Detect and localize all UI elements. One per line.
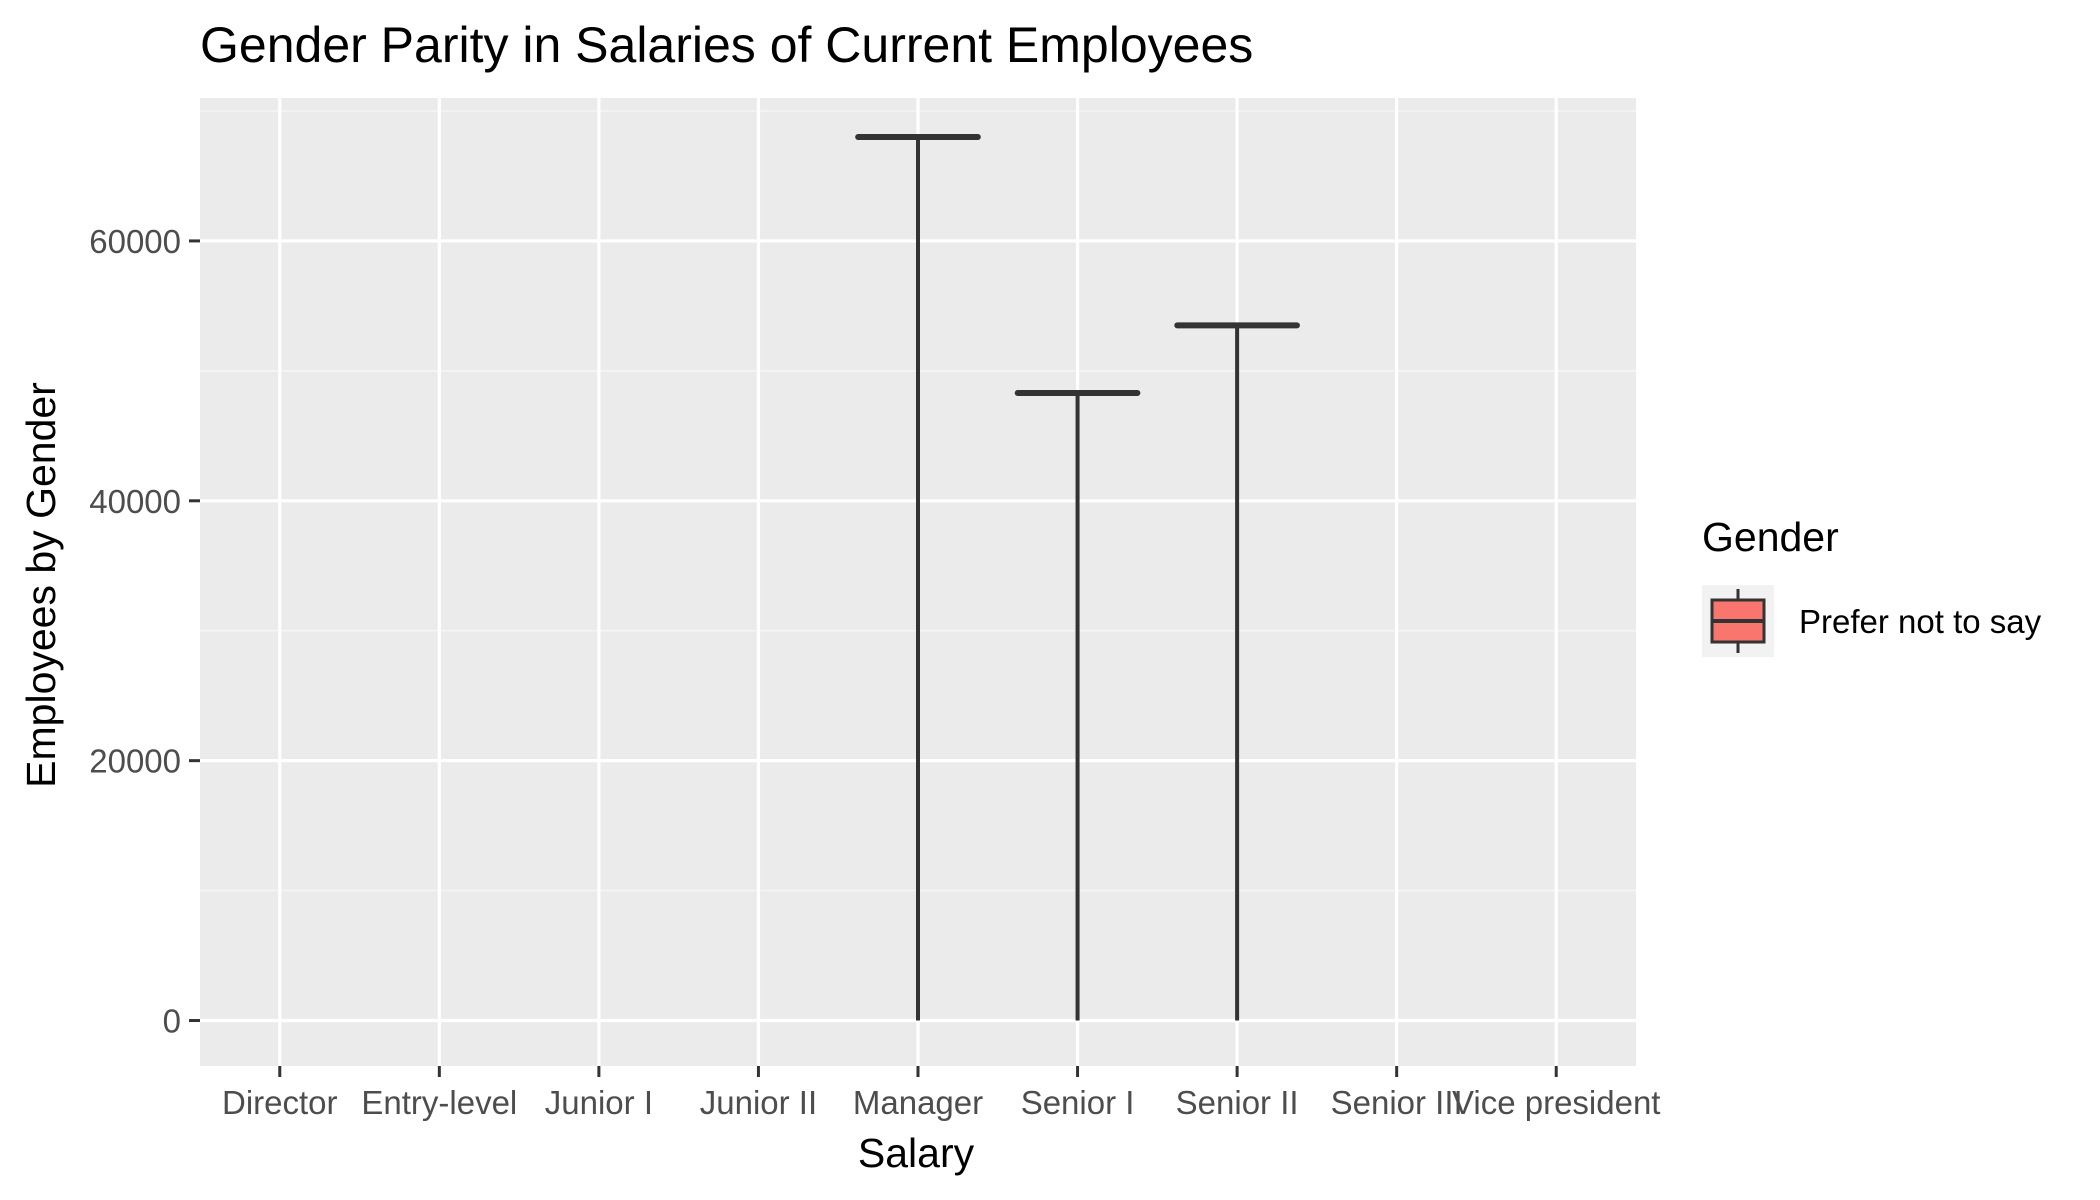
legend-entries: Prefer not to say (1702, 585, 2042, 657)
x-tick-label: Junior I (545, 1084, 653, 1121)
x-tick-label: Director (222, 1084, 338, 1121)
x-tick-label: Senior II (1176, 1084, 1299, 1121)
y-tick-label: 60000 (89, 223, 181, 260)
box-senior-ii (1174, 322, 1300, 1021)
box-senior-i (1014, 389, 1141, 1021)
plot-area (200, 98, 1636, 1066)
legend-entry: Prefer not to say (1702, 585, 2042, 657)
y-axis: 0 20000 40000 60000 (89, 223, 200, 1040)
y-tick-label: 0 (163, 1003, 181, 1040)
x-tick-label: Senior I (1021, 1084, 1135, 1121)
y-axis-title: Employees by Gender (18, 382, 64, 788)
x-tick-label: Senior III (1331, 1084, 1463, 1121)
x-tick-label: Manager (853, 1084, 983, 1121)
legend-label: Prefer not to say (1799, 603, 2042, 640)
box-manager (855, 133, 981, 1021)
y-tick-label: 20000 (89, 743, 181, 780)
y-tick-label: 40000 (89, 483, 181, 520)
legend-title: Gender (1702, 514, 1839, 560)
x-axis-title: Salary (858, 1130, 975, 1176)
x-tick-label: Entry-level (361, 1084, 517, 1121)
x-tick-label: Vice president (1452, 1084, 1661, 1121)
x-tick-label: Junior II (700, 1084, 817, 1121)
x-axis: Director Entry-level Junior I Junior II Mana… (222, 1066, 1660, 1121)
chart-title: Gender Parity in Salaries of Current Emp… (200, 17, 1253, 73)
box-series (855, 133, 1300, 1021)
legend: Gender Prefer not to say (1702, 514, 2042, 657)
